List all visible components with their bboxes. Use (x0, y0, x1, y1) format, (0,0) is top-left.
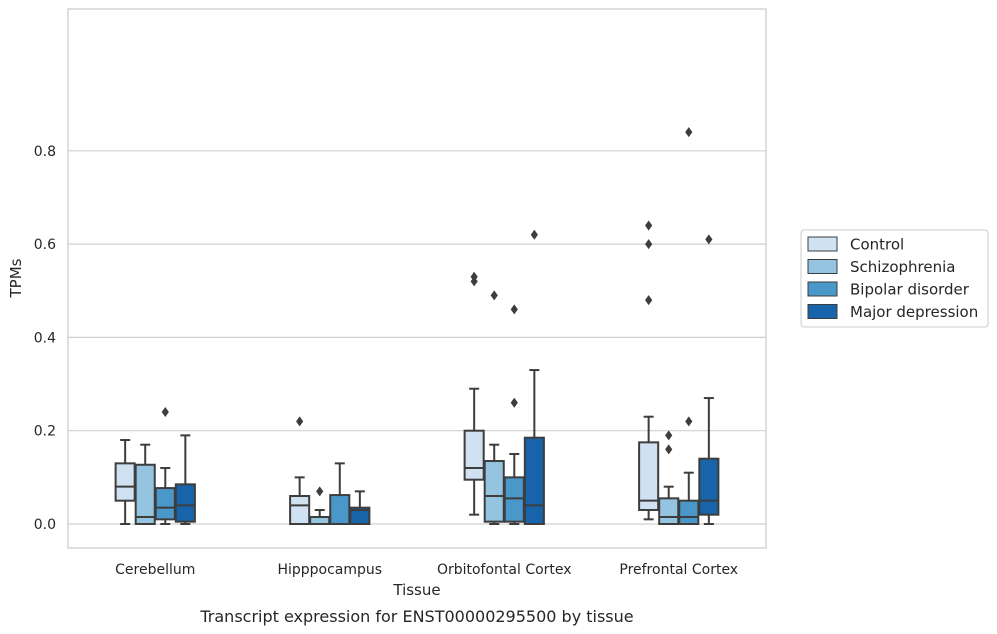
x-axis-title: Tissue (392, 581, 440, 599)
outlier-point (161, 407, 169, 418)
box-iqr (114, 462, 136, 502)
legend-label: Schizophrenia (850, 258, 955, 276)
legend-swatch (807, 281, 838, 297)
legend-swatch (807, 259, 838, 274)
outlier-point (530, 229, 538, 240)
box-plot (523, 229, 545, 526)
y-tick-label: 0.6 (34, 237, 56, 253)
grid-lines (68, 150, 766, 525)
box-plot (503, 304, 525, 525)
box-plot (698, 234, 720, 525)
box-iqr (289, 495, 311, 526)
box-iqr (483, 460, 505, 523)
outlier-point (665, 430, 673, 441)
box-iqr (638, 441, 660, 512)
box-iqr (523, 436, 545, 526)
box-iqr (658, 497, 680, 525)
x-tick-label: Hipppocampus (277, 562, 382, 578)
box-iqr (134, 463, 156, 525)
box-plots (114, 127, 720, 526)
box-plot (309, 486, 331, 526)
box-iqr (698, 457, 720, 516)
outlier-point (645, 295, 653, 306)
outlier-point (510, 304, 518, 315)
box-plot (678, 127, 700, 525)
y-tick-labels: 0.0 0.2 0.4 0.6 0.8 (34, 144, 56, 533)
legend: Control Schizophrenia Bipolar disorder Majo… (800, 229, 989, 328)
box-iqr (174, 483, 196, 523)
legend-label: Major depression (850, 303, 978, 321)
legend-label: Bipolar disorder (850, 281, 970, 299)
y-tick-label: 0.8 (34, 144, 56, 160)
x-tick-labels: Cerebellum Hipppocampus Orbitofontal Corte… (115, 562, 738, 578)
plot-frame (67, 8, 767, 549)
box-iqr (678, 499, 700, 525)
y-axis-title: TPMs (7, 258, 25, 298)
outlier-point (705, 234, 713, 245)
y-tick-label: 0.0 (34, 517, 56, 533)
box-plot (483, 290, 505, 525)
box-iqr (349, 506, 371, 525)
outlier-point (296, 416, 304, 427)
box-plot (114, 439, 136, 525)
legend-label: Control (850, 236, 904, 254)
box-iqr (503, 476, 525, 523)
legend-swatch (807, 304, 838, 319)
chart-caption: Transcript expression for ENST0000029550… (199, 607, 633, 626)
box-iqr (463, 429, 485, 481)
legend-frame (800, 229, 989, 328)
y-tick-label: 0.2 (34, 424, 56, 440)
box-iqr (329, 494, 351, 525)
outlier-point (645, 220, 653, 231)
legend-swatch (807, 236, 838, 252)
box-plot (154, 407, 176, 525)
x-tick-label: Prefrontal Cortex (619, 562, 738, 578)
box-plot (174, 434, 196, 525)
outlier-point (685, 416, 693, 427)
outlier-point (470, 271, 478, 282)
outlier-point (665, 444, 673, 455)
box-plot (329, 462, 351, 525)
outlier-point (316, 486, 324, 497)
box-plot (658, 430, 680, 525)
box-iqr (309, 516, 331, 526)
outlier-point (510, 397, 518, 408)
box-plot (134, 443, 156, 525)
box-plot (463, 271, 485, 516)
outlier-point (645, 239, 653, 250)
box-plot (289, 416, 311, 526)
outlier-point (490, 290, 498, 301)
y-tick-label: 0.4 (34, 330, 56, 346)
x-tick-label: Cerebellum (115, 562, 195, 578)
x-tick-label: Orbitofontal Cortex (437, 562, 572, 578)
box-plot (349, 490, 371, 525)
outlier-point (685, 127, 693, 138)
box-iqr (154, 487, 176, 521)
box-plot (638, 220, 660, 521)
